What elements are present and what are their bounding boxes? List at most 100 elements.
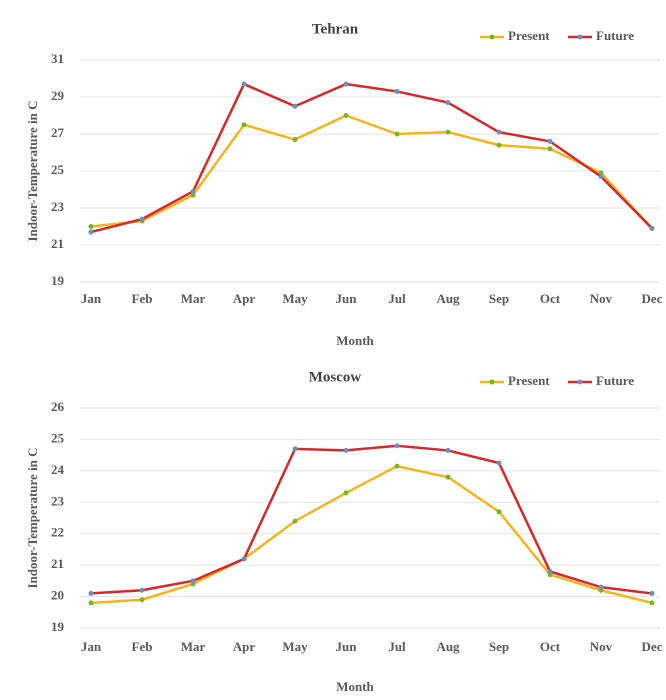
marker [445, 447, 451, 453]
marker [88, 229, 94, 235]
legend-label: Future [596, 28, 634, 43]
y-tick-label: 25 [51, 162, 65, 177]
x-tick-label: Dec [642, 291, 663, 306]
marker [394, 131, 400, 137]
marker [496, 509, 502, 515]
x-tick-label: Oct [540, 291, 561, 306]
legend-label: Future [596, 373, 634, 388]
x-tick-label: Feb [132, 291, 153, 306]
marker [343, 447, 349, 453]
x-tick-label: Apr [233, 639, 256, 654]
x-tick-label: Dec [642, 639, 663, 654]
marker [88, 224, 94, 229]
marker [292, 103, 298, 109]
x-tick-label: Jun [336, 291, 358, 306]
marker [496, 129, 502, 135]
y-tick-label: 26 [51, 399, 65, 414]
x-tick-label: Aug [436, 291, 460, 306]
marker [649, 600, 655, 606]
marker [598, 170, 604, 176]
marker [496, 142, 502, 148]
marker [241, 556, 247, 562]
marker [649, 590, 655, 596]
legend-label: Present [508, 28, 550, 43]
legend-marker [489, 34, 495, 40]
marker [292, 518, 298, 524]
y-axis-label: Indoor-Temperature in C [25, 447, 40, 588]
y-tick-label: 24 [51, 462, 65, 477]
x-tick-label: May [282, 639, 308, 654]
y-axis-label: Indoor-Temperature in C [25, 100, 40, 241]
x-tick-label: Nov [590, 291, 613, 306]
x-tick-label: Oct [540, 639, 561, 654]
marker [241, 81, 247, 87]
x-tick-label: Mar [181, 291, 206, 306]
x-tick-label: Feb [132, 639, 153, 654]
marker [598, 174, 604, 180]
series-line [90, 444, 653, 595]
y-tick-label: 23 [51, 493, 65, 508]
marker [343, 490, 349, 496]
marker [394, 443, 400, 449]
x-axis-label: Month [336, 679, 374, 694]
marker [190, 578, 196, 584]
chart-title: Tehran [312, 21, 359, 37]
marker [343, 113, 349, 118]
marker [445, 129, 451, 135]
y-tick-label: 21 [51, 236, 64, 251]
legend-marker [489, 379, 495, 385]
x-tick-label: Jan [81, 291, 102, 306]
marker [88, 600, 94, 606]
marker [598, 584, 604, 590]
x-axis-label: Month [336, 333, 374, 348]
marker [496, 460, 502, 466]
y-tick-label: 31 [51, 51, 64, 66]
marker [649, 225, 655, 231]
y-tick-label: 21 [51, 556, 64, 571]
y-tick-label: 19 [51, 273, 65, 288]
legend-marker [577, 379, 583, 385]
marker [445, 474, 451, 480]
marker [139, 587, 145, 593]
y-tick-label: 20 [51, 588, 64, 603]
marker [547, 146, 553, 152]
marker [190, 188, 196, 194]
marker [190, 192, 196, 198]
marker [292, 137, 298, 143]
series-line [90, 114, 653, 230]
marker [394, 463, 400, 469]
marker [343, 81, 349, 87]
marker [88, 590, 94, 596]
marker [241, 122, 247, 128]
marker [139, 216, 145, 222]
x-tick-label: Jun [336, 639, 358, 654]
x-tick-label: Sep [489, 639, 509, 654]
legend-label: Present [508, 373, 550, 388]
x-tick-label: Jul [388, 639, 406, 654]
marker [292, 446, 298, 452]
x-tick-label: Aug [436, 639, 460, 654]
marker [547, 138, 553, 144]
marker [445, 100, 451, 106]
x-tick-label: Jan [81, 639, 102, 654]
marker [139, 597, 145, 603]
x-tick-label: Apr [233, 291, 256, 306]
marker [394, 88, 400, 94]
x-tick-label: Jul [388, 291, 406, 306]
y-tick-label: 23 [51, 199, 65, 214]
y-tick-label: 29 [51, 88, 65, 103]
series-line [90, 82, 653, 234]
x-tick-label: Mar [181, 639, 206, 654]
x-tick-label: Sep [489, 291, 509, 306]
legend-marker [577, 34, 583, 40]
marker [547, 568, 553, 574]
x-tick-label: Nov [590, 639, 613, 654]
y-tick-label: 19 [51, 619, 65, 634]
y-tick-label: 27 [51, 125, 65, 140]
y-tick-label: 22 [51, 525, 64, 540]
y-tick-label: 25 [51, 430, 65, 445]
chart-title: Moscow [309, 369, 362, 385]
series-line [90, 464, 653, 605]
x-tick-label: May [282, 291, 308, 306]
